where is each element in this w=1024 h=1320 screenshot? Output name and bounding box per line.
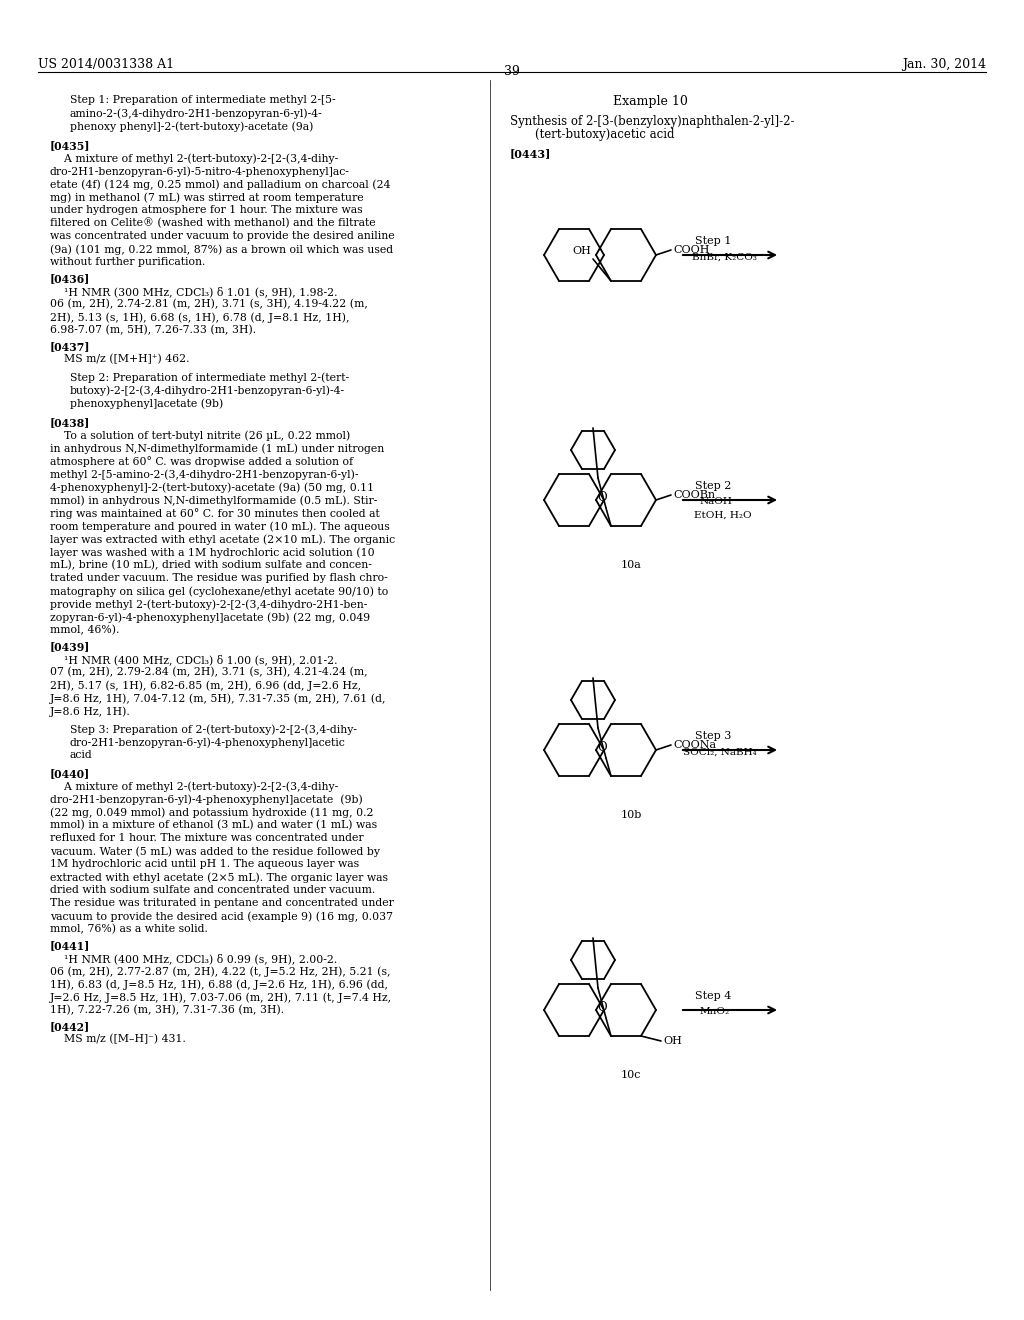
Text: mmol, 76%) as a white solid.: mmol, 76%) as a white solid.	[50, 924, 208, 935]
Text: J=2.6 Hz, J=8.5 Hz, 1H), 7.03-7.06 (m, 2H), 7.11 (t, J=7.4 Hz,: J=2.6 Hz, J=8.5 Hz, 1H), 7.03-7.06 (m, 2…	[50, 993, 392, 1003]
Text: MS m/z ([M–H]⁻) 431.: MS m/z ([M–H]⁻) 431.	[50, 1034, 186, 1044]
Text: trated under vacuum. The residue was purified by flash chro-: trated under vacuum. The residue was pur…	[50, 573, 388, 583]
Text: Step 2: Step 2	[695, 480, 731, 491]
Text: atmosphere at 60° C. was dropwise added a solution of: atmosphere at 60° C. was dropwise added …	[50, 455, 353, 467]
Text: 1H), 6.83 (d, J=8.5 Hz, 1H), 6.88 (d, J=2.6 Hz, 1H), 6.96 (dd,: 1H), 6.83 (d, J=8.5 Hz, 1H), 6.88 (d, J=…	[50, 979, 388, 990]
Text: methyl 2-[5-amino-2-(3,4-dihydro-2H1-benzopyran-6-yl)-: methyl 2-[5-amino-2-(3,4-dihydro-2H1-ben…	[50, 469, 358, 479]
Text: extracted with ethyl acetate (2×5 mL). The organic layer was: extracted with ethyl acetate (2×5 mL). T…	[50, 873, 388, 883]
Text: Step 2: Preparation of intermediate methyl 2-(tert-: Step 2: Preparation of intermediate meth…	[70, 372, 349, 383]
Text: [0443]: [0443]	[510, 148, 551, 158]
Text: 10c: 10c	[621, 1071, 641, 1080]
Text: 07 (m, 2H), 2.79-2.84 (m, 2H), 3.71 (s, 3H), 4.21-4.24 (m,: 07 (m, 2H), 2.79-2.84 (m, 2H), 3.71 (s, …	[50, 667, 368, 677]
Text: COOBn: COOBn	[673, 490, 715, 500]
Text: COOH: COOH	[673, 246, 710, 255]
Text: mmol) in a mixture of ethanol (3 mL) and water (1 mL) was: mmol) in a mixture of ethanol (3 mL) and…	[50, 820, 377, 830]
Text: 10b: 10b	[621, 810, 642, 820]
Text: [0437]: [0437]	[50, 341, 90, 352]
Text: without further purification.: without further purification.	[50, 257, 206, 267]
Text: OH: OH	[663, 1036, 682, 1045]
Text: amino-2-(3,4-dihydro-2H1-benzopyran-6-yl)-4-: amino-2-(3,4-dihydro-2H1-benzopyran-6-yl…	[70, 108, 323, 119]
Text: O: O	[597, 1001, 607, 1014]
Text: ¹H NMR (400 MHz, CDCl₃) δ 1.00 (s, 9H), 2.01-2.: ¹H NMR (400 MHz, CDCl₃) δ 1.00 (s, 9H), …	[50, 653, 338, 665]
Text: etate (4f) (124 mg, 0.25 mmol) and palladium on charcoal (24: etate (4f) (124 mg, 0.25 mmol) and palla…	[50, 180, 390, 190]
Text: [0442]: [0442]	[50, 1020, 90, 1032]
Text: SOCl₂, NaBH₄: SOCl₂, NaBH₄	[683, 747, 757, 756]
Text: Step 4: Step 4	[695, 991, 731, 1001]
Text: A mixture of methyl 2-(tert-butoxy)-2-[2-(3,4-dihy-: A mixture of methyl 2-(tert-butoxy)-2-[2…	[50, 153, 338, 164]
Text: NaOH: NaOH	[700, 498, 733, 507]
Text: vacuum. Water (5 mL) was added to the residue followed by: vacuum. Water (5 mL) was added to the re…	[50, 846, 380, 857]
Text: [0436]: [0436]	[50, 273, 90, 284]
Text: was concentrated under vacuum to provide the desired aniline: was concentrated under vacuum to provide…	[50, 231, 394, 242]
Text: Example 10: Example 10	[612, 95, 687, 108]
Text: dried with sodium sulfate and concentrated under vacuum.: dried with sodium sulfate and concentrat…	[50, 884, 375, 895]
Text: room temperature and poured in water (10 mL). The aqueous: room temperature and poured in water (10…	[50, 521, 390, 532]
Text: [0440]: [0440]	[50, 768, 90, 779]
Text: 2H), 5.13 (s, 1H), 6.68 (s, 1H), 6.78 (d, J=8.1 Hz, 1H),: 2H), 5.13 (s, 1H), 6.68 (s, 1H), 6.78 (d…	[50, 312, 349, 322]
Text: 1H), 7.22-7.26 (m, 3H), 7.31-7.36 (m, 3H).: 1H), 7.22-7.26 (m, 3H), 7.31-7.36 (m, 3H…	[50, 1005, 284, 1015]
Text: J=8.6 Hz, 1H), 7.04-7.12 (m, 5H), 7.31-7.35 (m, 2H), 7.61 (d,: J=8.6 Hz, 1H), 7.04-7.12 (m, 5H), 7.31-7…	[50, 693, 386, 704]
Text: dro-2H1-benzopyran-6-yl)-4-phenoxyphenyl]acetic: dro-2H1-benzopyran-6-yl)-4-phenoxyphenyl…	[70, 737, 346, 747]
Text: refluxed for 1 hour. The mixture was concentrated under: refluxed for 1 hour. The mixture was con…	[50, 833, 364, 843]
Text: layer was extracted with ethyl acetate (2×10 mL). The organic: layer was extracted with ethyl acetate (…	[50, 535, 395, 545]
Text: phenoxyphenyl]acetate (9b): phenoxyphenyl]acetate (9b)	[70, 399, 223, 409]
Text: ring was maintained at 60° C. for 30 minutes then cooled at: ring was maintained at 60° C. for 30 min…	[50, 508, 380, 519]
Text: dro-2H1-benzopyran-6-yl)-4-phenoxyphenyl]acetate  (9b): dro-2H1-benzopyran-6-yl)-4-phenoxyphenyl…	[50, 795, 362, 805]
Text: 06 (m, 2H), 2.77-2.87 (m, 2H), 4.22 (t, J=5.2 Hz, 2H), 5.21 (s,: 06 (m, 2H), 2.77-2.87 (m, 2H), 4.22 (t, …	[50, 966, 390, 977]
Text: 39: 39	[504, 65, 520, 78]
Text: butoxy)-2-[2-(3,4-dihydro-2H1-benzopyran-6-yl)-4-: butoxy)-2-[2-(3,4-dihydro-2H1-benzopyran…	[70, 385, 345, 396]
Text: matography on silica gel (cyclohexane/ethyl acetate 90/10) to: matography on silica gel (cyclohexane/et…	[50, 586, 388, 597]
Text: [0435]: [0435]	[50, 140, 90, 150]
Text: provide methyl 2-(tert-butoxy)-2-[2-(3,4-dihydro-2H1-ben-: provide methyl 2-(tert-butoxy)-2-[2-(3,4…	[50, 599, 368, 610]
Text: [0441]: [0441]	[50, 940, 90, 950]
Text: phenoxy phenyl]-2-(tert-butoxy)-acetate (9a): phenoxy phenyl]-2-(tert-butoxy)-acetate …	[70, 121, 313, 132]
Text: mL), brine (10 mL), dried with sodium sulfate and concen-: mL), brine (10 mL), dried with sodium su…	[50, 560, 372, 570]
Text: Jan. 30, 2014: Jan. 30, 2014	[902, 58, 986, 71]
Text: US 2014/0031338 A1: US 2014/0031338 A1	[38, 58, 174, 71]
Text: ¹H NMR (300 MHz, CDCl₃) δ 1.01 (s, 9H), 1.98-2.: ¹H NMR (300 MHz, CDCl₃) δ 1.01 (s, 9H), …	[50, 286, 338, 297]
Text: A mixture of methyl 2-(tert-butoxy)-2-[2-(3,4-dihy-: A mixture of methyl 2-(tert-butoxy)-2-[2…	[50, 781, 338, 792]
Text: EtOH, H₂O: EtOH, H₂O	[694, 511, 752, 520]
Text: OH: OH	[572, 246, 591, 256]
Text: (tert-butoxy)acetic acid: (tert-butoxy)acetic acid	[535, 128, 675, 141]
Text: mmol) in anhydrous N,N-dimethylformamide (0.5 mL). Stir-: mmol) in anhydrous N,N-dimethylformamide…	[50, 495, 378, 506]
Text: Step 1: Step 1	[695, 236, 731, 246]
Text: MS m/z ([M+H]⁺) 462.: MS m/z ([M+H]⁺) 462.	[50, 354, 189, 364]
Text: MnO₂: MnO₂	[700, 1007, 730, 1016]
Text: 10a: 10a	[621, 560, 641, 570]
Text: mg) in methanol (7 mL) was stirred at room temperature: mg) in methanol (7 mL) was stirred at ro…	[50, 191, 364, 202]
Text: vacuum to provide the desired acid (example 9) (16 mg, 0.037: vacuum to provide the desired acid (exam…	[50, 911, 393, 921]
Text: Synthesis of 2-[3-(benzyloxy)naphthalen-2-yl]-2-: Synthesis of 2-[3-(benzyloxy)naphthalen-…	[510, 115, 795, 128]
Text: [0439]: [0439]	[50, 642, 90, 652]
Text: 2H), 5.17 (s, 1H), 6.82-6.85 (m, 2H), 6.96 (dd, J=2.6 Hz,: 2H), 5.17 (s, 1H), 6.82-6.85 (m, 2H), 6.…	[50, 680, 361, 690]
Text: Step 3: Preparation of 2-(tert-butoxy)-2-[2-(3,4-dihy-: Step 3: Preparation of 2-(tert-butoxy)-2…	[70, 723, 357, 734]
Text: under hydrogen atmosphere for 1 hour. The mixture was: under hydrogen atmosphere for 1 hour. Th…	[50, 205, 362, 215]
Text: Step 1: Preparation of intermediate methyl 2-[5-: Step 1: Preparation of intermediate meth…	[70, 95, 336, 106]
Text: COONa: COONa	[673, 741, 716, 750]
Text: acid: acid	[70, 750, 93, 760]
Text: [0438]: [0438]	[50, 417, 90, 428]
Text: layer was washed with a 1M hydrochloric acid solution (10: layer was washed with a 1M hydrochloric …	[50, 546, 375, 557]
Text: O: O	[597, 741, 607, 754]
Text: dro-2H1-benzopyran-6-yl)-5-nitro-4-phenoxyphenyl]ac-: dro-2H1-benzopyran-6-yl)-5-nitro-4-pheno…	[50, 166, 350, 177]
Text: The residue was triturated in pentane and concentrated under: The residue was triturated in pentane an…	[50, 898, 394, 908]
Text: ¹H NMR (400 MHz, CDCl₃) δ 0.99 (s, 9H), 2.00-2.: ¹H NMR (400 MHz, CDCl₃) δ 0.99 (s, 9H), …	[50, 953, 337, 964]
Text: (9a) (101 mg, 0.22 mmol, 87%) as a brown oil which was used: (9a) (101 mg, 0.22 mmol, 87%) as a brown…	[50, 244, 393, 255]
Text: (22 mg, 0.049 mmol) and potassium hydroxide (11 mg, 0.2: (22 mg, 0.049 mmol) and potassium hydrox…	[50, 807, 374, 817]
Text: 1M hydrochloric acid until pH 1. The aqueous layer was: 1M hydrochloric acid until pH 1. The aqu…	[50, 859, 359, 869]
Text: 06 (m, 2H), 2.74-2.81 (m, 2H), 3.71 (s, 3H), 4.19-4.22 (m,: 06 (m, 2H), 2.74-2.81 (m, 2H), 3.71 (s, …	[50, 300, 368, 309]
Text: 6.98-7.07 (m, 5H), 7.26-7.33 (m, 3H).: 6.98-7.07 (m, 5H), 7.26-7.33 (m, 3H).	[50, 325, 256, 335]
Text: BnBr, K₂CO₃: BnBr, K₂CO₃	[692, 252, 757, 261]
Text: 4-phenoxyphenyl]-2-(tert-butoxy)-acetate (9a) (50 mg, 0.11: 4-phenoxyphenyl]-2-(tert-butoxy)-acetate…	[50, 482, 374, 492]
Text: mmol, 46%).: mmol, 46%).	[50, 624, 120, 635]
Text: filtered on Celite® (washed with methanol) and the filtrate: filtered on Celite® (washed with methano…	[50, 218, 376, 228]
Text: J=8.6 Hz, 1H).: J=8.6 Hz, 1H).	[50, 706, 131, 717]
Text: To a solution of tert-butyl nitrite (26 µL, 0.22 mmol): To a solution of tert-butyl nitrite (26 …	[50, 430, 350, 441]
Text: Step 3: Step 3	[695, 731, 731, 741]
Text: zopyran-6-yl)-4-phenoxyphenyl]acetate (9b) (22 mg, 0.049: zopyran-6-yl)-4-phenoxyphenyl]acetate (9…	[50, 612, 370, 623]
Text: in anhydrous N,N-dimethylformamide (1 mL) under nitrogen: in anhydrous N,N-dimethylformamide (1 mL…	[50, 444, 384, 454]
Text: O: O	[597, 491, 607, 504]
